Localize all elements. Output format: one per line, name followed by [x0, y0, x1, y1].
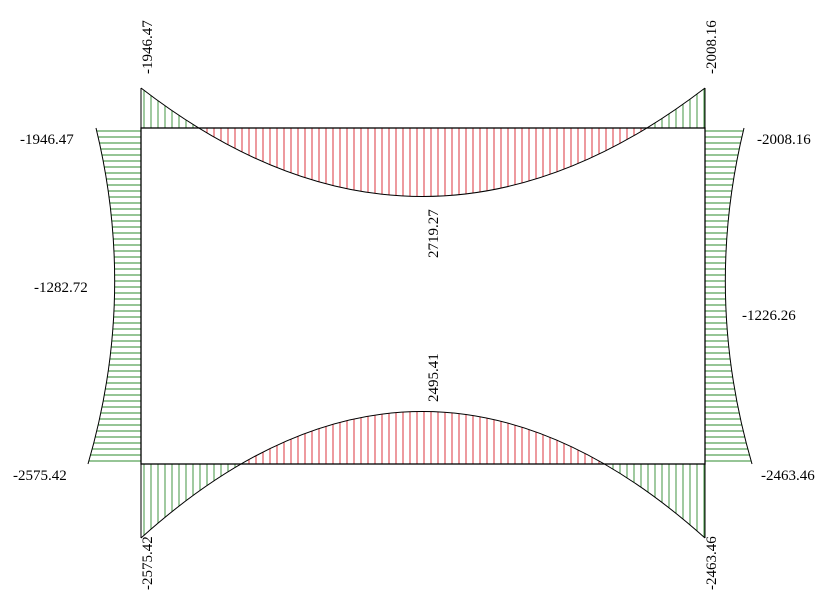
label-bottom-left-vertical: -2575.42 — [140, 536, 156, 590]
left-column-curve — [87, 127, 116, 465]
label-left-column-mid: -1282.72 — [34, 280, 88, 296]
label-bottom-left-horizontal: -2575.42 — [13, 468, 67, 484]
label-top-left-horizontal: -1946.47 — [20, 132, 74, 148]
label-top-right-vertical: -2008.16 — [704, 20, 720, 74]
label-right-column-mid: -1226.26 — [742, 308, 796, 324]
diagram-hatching — [88, 88, 752, 538]
label-bottom-right-vertical: -2463.46 — [704, 536, 720, 590]
frame-structure — [140, 127, 706, 465]
top-beam-curve — [140, 87, 706, 197]
right-column-curve — [724, 127, 753, 465]
label-top-right-horizontal: -2008.16 — [757, 132, 811, 148]
label-bottom-right-horizontal: -2463.46 — [761, 468, 815, 484]
label-top-left-vertical: -1946.47 — [140, 20, 156, 74]
label-top-beam-mid: 2719.27 — [426, 209, 442, 258]
bottom-beam-curve — [140, 411, 706, 539]
label-bottom-beam-mid: 2495.41 — [426, 353, 442, 402]
